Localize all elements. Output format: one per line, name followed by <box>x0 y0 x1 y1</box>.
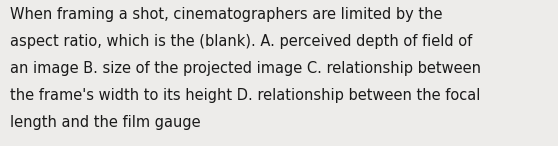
Text: aspect ratio, which is the (blank). A. perceived depth of field of: aspect ratio, which is the (blank). A. p… <box>10 34 472 49</box>
Text: When framing a shot, cinematographers are limited by the: When framing a shot, cinematographers ar… <box>10 7 442 22</box>
Text: the frame's width to its height D. relationship between the focal: the frame's width to its height D. relat… <box>10 88 480 103</box>
Text: length and the film gauge: length and the film gauge <box>10 115 201 130</box>
Text: an image B. size of the projected image C. relationship between: an image B. size of the projected image … <box>10 61 481 76</box>
